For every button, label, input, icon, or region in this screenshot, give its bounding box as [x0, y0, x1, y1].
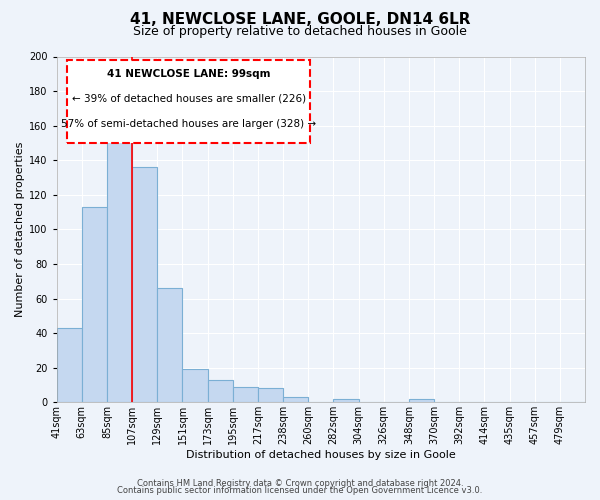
Bar	[208, 380, 233, 402]
Bar	[283, 397, 308, 402]
Text: 41, NEWCLOSE LANE, GOOLE, DN14 6LR: 41, NEWCLOSE LANE, GOOLE, DN14 6LR	[130, 12, 470, 28]
Bar	[233, 386, 258, 402]
Y-axis label: Number of detached properties: Number of detached properties	[15, 142, 25, 317]
Bar	[157, 288, 182, 403]
Text: Size of property relative to detached houses in Goole: Size of property relative to detached ho…	[133, 25, 467, 38]
Bar	[182, 370, 208, 402]
Bar	[132, 167, 157, 402]
Text: Contains public sector information licensed under the Open Government Licence v3: Contains public sector information licen…	[118, 486, 482, 495]
Bar	[107, 126, 132, 402]
Bar	[409, 399, 434, 402]
FancyBboxPatch shape	[67, 60, 310, 143]
Bar	[334, 399, 359, 402]
Text: Contains HM Land Registry data © Crown copyright and database right 2024.: Contains HM Land Registry data © Crown c…	[137, 478, 463, 488]
X-axis label: Distribution of detached houses by size in Goole: Distribution of detached houses by size …	[186, 450, 456, 460]
Text: ← 39% of detached houses are smaller (226): ← 39% of detached houses are smaller (22…	[72, 94, 306, 104]
Text: 57% of semi-detached houses are larger (328) →: 57% of semi-detached houses are larger (…	[61, 119, 316, 129]
Text: 41 NEWCLOSE LANE: 99sqm: 41 NEWCLOSE LANE: 99sqm	[107, 68, 271, 78]
Bar	[56, 328, 82, 402]
Bar	[258, 388, 283, 402]
Bar	[82, 207, 107, 402]
